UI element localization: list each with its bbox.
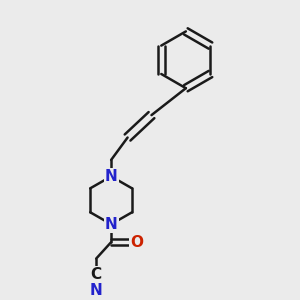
Text: O: O bbox=[130, 235, 143, 250]
Text: C: C bbox=[91, 267, 102, 282]
Text: N: N bbox=[105, 217, 118, 232]
Text: N: N bbox=[90, 283, 103, 298]
Text: N: N bbox=[105, 169, 118, 184]
